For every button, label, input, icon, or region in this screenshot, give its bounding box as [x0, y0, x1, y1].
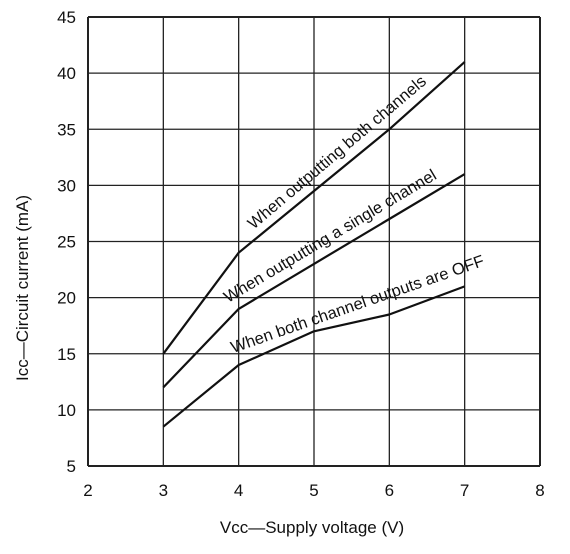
y-tick-label: 30	[57, 176, 76, 195]
x-axis-label: Vcc—Supply voltage (V)	[220, 518, 404, 537]
x-tick-label: 2	[83, 481, 92, 500]
x-tick-label: 4	[234, 481, 243, 500]
series-label-1: When outputting both channels	[244, 72, 429, 233]
y-tick-label: 45	[57, 8, 76, 27]
x-tick-label: 6	[385, 481, 394, 500]
x-tick-label: 3	[159, 481, 168, 500]
x-tick-label: 8	[535, 481, 544, 500]
y-axis-label: Icc—Circuit current (mA)	[13, 195, 32, 381]
y-tick-label: 25	[57, 233, 76, 252]
x-tick-label: 7	[460, 481, 469, 500]
y-tick-label: 10	[57, 401, 76, 420]
y-tick-label: 40	[57, 64, 76, 83]
y-tick-label: 20	[57, 289, 76, 308]
y-tick-label: 5	[67, 457, 76, 476]
x-tick-label: 5	[309, 481, 318, 500]
y-tick-label: 15	[57, 345, 76, 364]
y-tick-label: 35	[57, 120, 76, 139]
